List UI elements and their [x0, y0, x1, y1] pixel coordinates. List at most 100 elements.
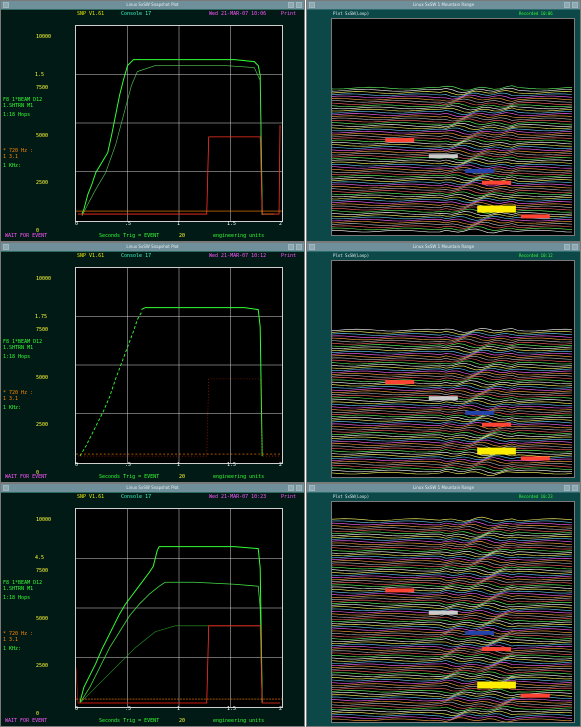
maximize-icon[interactable] — [572, 485, 578, 491]
mountain-trace — [332, 176, 573, 181]
y-tick-label: 5000 — [36, 133, 49, 139]
mountain-trace — [332, 415, 573, 421]
channel-device-label: 1.SHTRN M1 — [3, 586, 34, 592]
mountain-trace — [332, 634, 573, 640]
mountain-trace — [332, 182, 573, 188]
mountain-trace — [332, 463, 573, 469]
window-titlebar[interactable]: Linux SxSW 1 Mountain Range — [307, 484, 580, 492]
x-tick-label: .5 — [125, 221, 132, 227]
mountain-trace — [332, 587, 573, 593]
y-tick-label: 10000 — [36, 517, 52, 523]
maximize-icon[interactable] — [572, 244, 578, 250]
y-tick-label: 10000 — [36, 276, 52, 282]
mountain-highlight — [482, 422, 511, 427]
mountain-trace — [332, 186, 573, 192]
mountain-trace — [332, 131, 573, 138]
mountain-trace — [332, 351, 573, 357]
mountain-trace — [332, 598, 572, 603]
minimize-icon[interactable] — [288, 485, 294, 491]
mountain-trace — [332, 349, 573, 355]
window-menu-icon[interactable] — [309, 485, 315, 491]
mountain-trace — [332, 338, 573, 344]
channel-device-label: F8 1*BEAM D12 — [3, 97, 43, 103]
maximize-icon[interactable] — [572, 2, 578, 8]
print-button[interactable]: Print — [281, 494, 297, 500]
snapshot-plot-window-3[interactable]: Linux SxSW Snapshot Plot SNP V1.61 Conso… — [0, 483, 305, 727]
minimize-icon[interactable] — [288, 2, 294, 8]
mountain-trace — [332, 407, 573, 413]
mountain-trace — [332, 459, 573, 465]
window-titlebar[interactable]: Linux SxSW Snapshot Plot — [1, 1, 304, 9]
minimize-icon[interactable] — [564, 2, 570, 8]
window-menu-icon[interactable] — [3, 244, 9, 250]
mountain-trace — [332, 580, 573, 586]
mountain-trace — [332, 568, 573, 573]
mountain-trace — [332, 550, 573, 556]
mountain-trace — [332, 470, 573, 476]
window-menu-icon[interactable] — [309, 244, 315, 250]
mountain-trace — [332, 688, 573, 694]
mountain-trace — [332, 107, 573, 113]
mountain-trace — [332, 149, 573, 155]
mountain-trace — [332, 644, 573, 650]
snapshot-plot-area[interactable] — [75, 267, 283, 464]
snapshot-plot-window-2[interactable]: Linux SxSW Snapshot Plot SNP V1.61 Conso… — [0, 242, 305, 483]
mountain-trace — [332, 717, 573, 722]
mountain-trace — [332, 655, 573, 661]
minimize-icon[interactable] — [288, 244, 294, 250]
x-tick-label: 2 — [279, 221, 283, 227]
mountain-trace — [332, 627, 573, 633]
mountain-trace — [332, 684, 573, 690]
minimize-icon[interactable] — [564, 244, 570, 250]
snapshot-plot-area[interactable] — [75, 508, 283, 708]
mountain-trace — [332, 377, 573, 383]
window-titlebar[interactable]: Linux SxSW 1 Mountain Range — [307, 243, 580, 251]
mountain-range-window-2[interactable]: Linux SxSW 1 Mountain Range Plot SxSW(Lo… — [306, 242, 581, 483]
maximize-icon[interactable] — [296, 244, 302, 250]
mountain-highlight — [385, 138, 415, 143]
mountain-trace — [332, 574, 573, 580]
mountain-trace — [332, 166, 573, 172]
mountain-highlight — [520, 456, 550, 461]
mountain-range-plot[interactable] — [331, 18, 575, 236]
mountain-trace — [332, 426, 573, 432]
mountain-trace — [332, 620, 572, 626]
minimize-icon[interactable] — [564, 485, 570, 491]
mountain-trace — [332, 640, 573, 645]
window-menu-icon[interactable] — [3, 485, 9, 491]
status-text: WAIT FOR EVENT — [5, 718, 48, 724]
print-button[interactable]: Print — [281, 253, 297, 259]
mountain-range-plot[interactable] — [331, 260, 575, 478]
maximize-icon[interactable] — [296, 485, 302, 491]
mountain-trace — [332, 422, 573, 428]
mountain-trace — [332, 429, 573, 434]
mountain-highlight — [465, 630, 495, 635]
window-titlebar[interactable]: Linux SxSW Snapshot Plot — [1, 484, 304, 492]
mountain-trace — [332, 703, 573, 709]
window-titlebar[interactable]: Linux SxSW Snapshot Plot — [1, 243, 304, 251]
x-tick-label: 1 — [177, 462, 181, 468]
mountain-range-plot[interactable] — [331, 501, 575, 723]
mountain-range-window-3[interactable]: Linux SxSW 1 Mountain Range Plot SxSW(Lo… — [306, 483, 581, 727]
snapshot-plot-area[interactable] — [75, 25, 283, 222]
y-tick-label: 2500 — [36, 180, 49, 186]
maximize-icon[interactable] — [296, 2, 302, 8]
mountain-trace — [332, 208, 573, 214]
window-menu-icon[interactable] — [3, 2, 9, 8]
channel-rate-label: 1 3.1 — [3, 154, 19, 160]
mountain-trace — [332, 642, 573, 648]
mountain-range-window-1[interactable]: Linux SxSW 1 Mountain Range Plot SxSW(Lo… — [306, 0, 581, 242]
mountain-trace — [332, 439, 573, 445]
console-label: Console 17 — [121, 494, 152, 500]
mountain-trace — [332, 543, 573, 549]
mountain-trace — [332, 180, 573, 185]
window-titlebar[interactable]: Linux SxSW 1 Mountain Range — [307, 1, 580, 9]
print-button[interactable]: Print — [281, 11, 297, 17]
mountain-trace — [332, 409, 573, 415]
snapshot-plot-window-1[interactable]: Linux SxSW Snapshot Plot SNP V1.61 Conso… — [0, 0, 305, 242]
mountain-trace — [332, 85, 573, 91]
mountain-highlight — [477, 447, 516, 455]
window-menu-icon[interactable] — [309, 2, 315, 8]
timestamp: Recorded 10:23 — [519, 494, 553, 499]
mountain-trace — [332, 453, 573, 459]
